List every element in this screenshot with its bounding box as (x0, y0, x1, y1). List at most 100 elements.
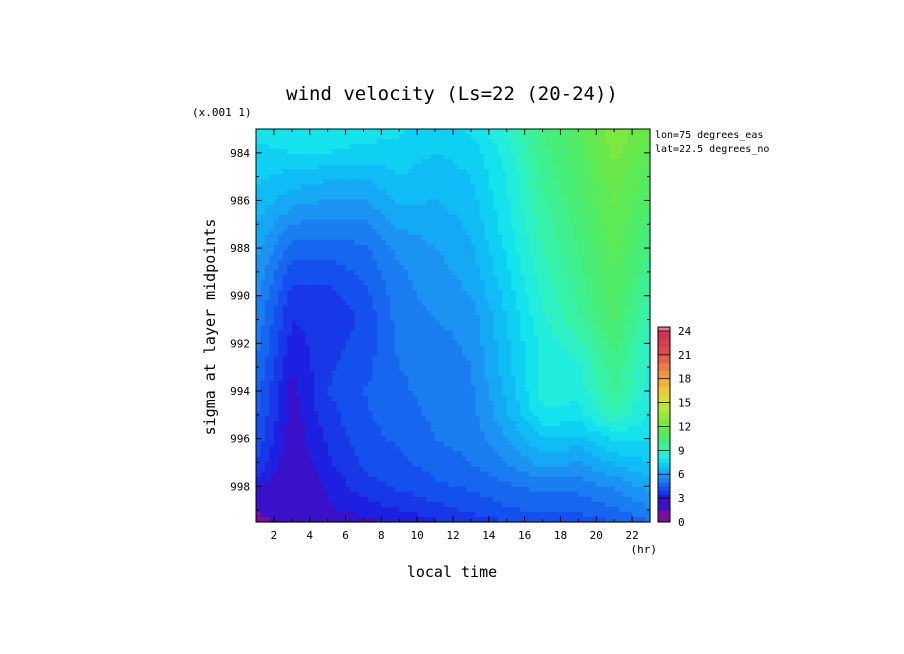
contour-cell (381, 335, 387, 342)
contour-cell (327, 174, 333, 180)
contour-cell (475, 265, 481, 271)
contour-cell (448, 204, 454, 211)
contour-cell (475, 325, 481, 332)
contour-cell (632, 194, 638, 201)
contour-cell (632, 345, 638, 352)
contour-cell (376, 401, 382, 407)
contour-cell (627, 401, 633, 407)
contour-cell (627, 179, 633, 186)
contour-cell (296, 335, 302, 342)
contour-cell (439, 365, 445, 372)
contour-cell (573, 194, 579, 201)
contour-cell (318, 380, 324, 387)
contour-cell (372, 144, 378, 150)
contour-cell (385, 325, 391, 332)
contour-cell (506, 139, 512, 145)
contour-cell (426, 154, 432, 160)
contour-cell (475, 154, 481, 160)
contour-cell (641, 249, 647, 256)
contour-cell (318, 310, 324, 317)
contour-cell (435, 244, 441, 251)
contour-cell (309, 406, 315, 412)
contour-cell (614, 290, 620, 296)
contour-cell (623, 199, 629, 206)
contour-cell (560, 189, 566, 196)
contour-cell (385, 320, 391, 327)
contour-cell (332, 239, 338, 246)
contour-cell (296, 280, 302, 286)
contour-cell (358, 290, 365, 296)
contour-cell (542, 300, 548, 306)
contour-cell (636, 406, 642, 412)
contour-cell (466, 159, 472, 165)
contour-cell (332, 275, 338, 281)
contour-cell (376, 360, 382, 367)
contour-cell (470, 174, 476, 180)
contour-cell (529, 375, 535, 382)
contour-cell (435, 380, 441, 387)
contour-cell (376, 164, 382, 170)
contour-cell (488, 144, 494, 150)
contour-cell (260, 345, 266, 352)
contour-cell (363, 360, 369, 367)
contour-cell (314, 179, 320, 186)
contour-cell (430, 144, 436, 150)
contour-cell (385, 411, 391, 417)
contour-cell (591, 149, 597, 155)
contour-cell (636, 229, 642, 236)
contour-cell (641, 330, 647, 337)
contour-cell (497, 411, 503, 417)
contour-cell (381, 375, 387, 382)
contour-cell (645, 174, 651, 180)
contour-cell (412, 194, 418, 201)
contour-cell (256, 355, 262, 362)
contour-cell (381, 184, 387, 191)
contour-cell (367, 224, 374, 231)
contour-cell (582, 315, 588, 322)
contour-cell (358, 300, 365, 306)
contour-cell (506, 411, 512, 417)
contour-cell (390, 280, 396, 286)
contour-cell (636, 315, 642, 322)
contour-cell (448, 164, 454, 170)
contour-cell (421, 406, 427, 412)
contour-cell (502, 229, 508, 236)
contour-cell (623, 285, 629, 291)
contour-cell (421, 134, 427, 140)
contour-cell (627, 189, 633, 196)
contour-cell (260, 194, 266, 201)
contour-cell (412, 411, 418, 417)
contour-cell (403, 159, 409, 165)
contour-cell (345, 209, 351, 216)
contour-cell (520, 214, 526, 221)
contour-cell (372, 224, 378, 231)
contour-cell (332, 370, 338, 377)
contour-cell (488, 265, 494, 271)
contour-cell (291, 189, 297, 196)
contour-cell (448, 285, 454, 291)
contour-cell (448, 391, 454, 397)
contour-cell (582, 204, 588, 211)
contour-cell (363, 174, 369, 180)
contour-cell (323, 129, 329, 135)
contour-cell (336, 254, 342, 261)
contour-cell (430, 229, 436, 236)
contour-cell (538, 300, 544, 306)
contour-cell (511, 305, 517, 311)
contour-cell (323, 270, 329, 276)
contour-cell (506, 290, 512, 296)
contour-cell (538, 290, 544, 296)
contour-cell (345, 275, 351, 281)
contour-cell (641, 139, 647, 145)
contour-cell (641, 345, 647, 352)
contour-cell (542, 229, 548, 236)
contour-cell (269, 345, 275, 352)
contour-cell (587, 189, 593, 196)
contour-cell (363, 204, 369, 211)
contour-cell (430, 224, 436, 231)
contour-cell (305, 234, 311, 241)
contour-cell (421, 345, 427, 352)
contour-cell (394, 254, 400, 261)
contour-cell (547, 285, 553, 291)
contour-cell (573, 244, 579, 251)
